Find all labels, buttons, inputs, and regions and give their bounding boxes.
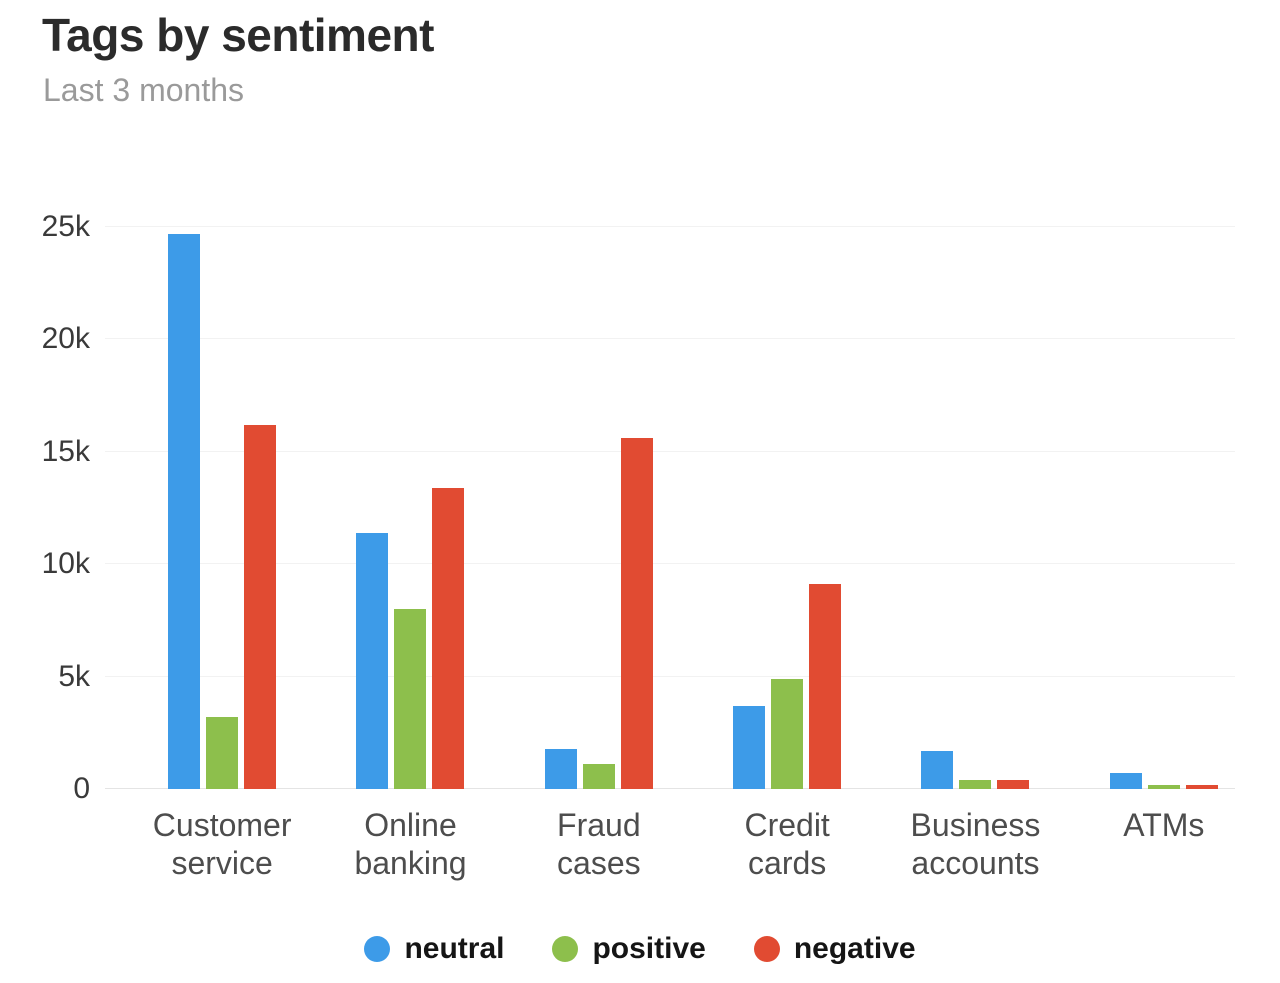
bar-group-fraud-cases (505, 227, 693, 789)
plot-area (105, 226, 1235, 789)
y-axis: 0 5k 10k 15k 20k 25k (0, 210, 90, 805)
x-label-credit-cards: Credit cards (693, 806, 881, 882)
legend: neutral positive negative (0, 932, 1280, 966)
bar-negative-online-banking[interactable] (432, 487, 465, 789)
bar-group-online-banking (316, 227, 504, 789)
legend-item-neutral[interactable]: neutral (364, 932, 504, 966)
y-tick-label-20k: 20k (41, 322, 90, 356)
x-label-fraud-cases: Fraud cases (505, 806, 693, 882)
bar-neutral-credit-cards[interactable] (733, 705, 766, 789)
y-tick-label-10k: 10k (41, 547, 90, 581)
y-tick-label-25k: 25k (41, 210, 90, 243)
legend-item-negative[interactable]: negative (753, 932, 916, 966)
legend-item-positive[interactable]: positive (552, 932, 706, 966)
bar-group-business-accounts (881, 227, 1069, 789)
bar-neutral-fraud-cases[interactable] (544, 748, 577, 789)
bar-group-atms (1070, 227, 1258, 789)
x-label-text-online-banking: Online banking (354, 807, 467, 881)
bar-neutral-online-banking[interactable] (356, 532, 389, 789)
y-tick-label-5k: 5k (58, 659, 90, 693)
x-label-text-business-accounts: Business accounts (910, 807, 1041, 881)
y-tick-label-0: 0 (73, 772, 90, 805)
bar-neutral-customer-service[interactable] (168, 233, 201, 789)
y-tick-label-15k: 15k (41, 434, 90, 468)
bar-negative-customer-service[interactable] (244, 424, 277, 789)
gridline-5k (105, 675, 1235, 677)
x-label-business-accounts: Business accounts (881, 806, 1069, 882)
bar-group-customer-service (128, 227, 316, 789)
legend-dot-positive (552, 936, 579, 962)
legend-label-negative: negative (793, 932, 916, 965)
x-label-text-credit-cards: Credit cards (744, 807, 830, 881)
bar-positive-business-accounts[interactable] (959, 780, 992, 789)
legend-dot-negative (753, 936, 780, 962)
gridline-10k (105, 563, 1235, 565)
chart-subtitle: Last 3 months (43, 72, 244, 108)
x-label-text-fraud-cases: Fraud cases (557, 807, 641, 881)
bar-neutral-business-accounts[interactable] (921, 750, 954, 789)
x-label-atms: ATMs (1070, 806, 1258, 882)
bar-negative-atms[interactable] (1185, 784, 1218, 789)
x-label-online-banking: Online banking (316, 806, 504, 882)
bar-groups (128, 227, 1258, 789)
gridline-20k (105, 338, 1235, 340)
x-label-text-atms: ATMs (1123, 807, 1205, 843)
bar-neutral-atms[interactable] (1109, 773, 1142, 789)
bar-positive-customer-service[interactable] (206, 717, 239, 789)
x-axis: Customer service Online banking Fraud case… (128, 806, 1258, 882)
chart-title: Tags by sentiment (42, 9, 434, 61)
bar-group-credit-cards (693, 227, 881, 789)
bar-positive-atms[interactable] (1147, 784, 1180, 789)
bar-positive-online-banking[interactable] (394, 609, 427, 789)
gridline-0 (105, 788, 1235, 789)
x-label-text-customer-service: Customer service (152, 807, 292, 881)
legend-label-positive: positive (592, 932, 706, 965)
bar-negative-business-accounts[interactable] (997, 780, 1030, 789)
bar-negative-fraud-cases[interactable] (620, 438, 653, 789)
gridline-15k (105, 450, 1235, 452)
bar-positive-credit-cards[interactable] (771, 678, 804, 789)
x-label-customer-service: Customer service (128, 806, 316, 882)
gridline-25k (105, 226, 1235, 227)
legend-label-neutral: neutral (404, 932, 505, 965)
legend-dot-neutral (364, 936, 391, 962)
bar-negative-credit-cards[interactable] (809, 584, 842, 789)
bar-positive-fraud-cases[interactable] (582, 764, 615, 789)
